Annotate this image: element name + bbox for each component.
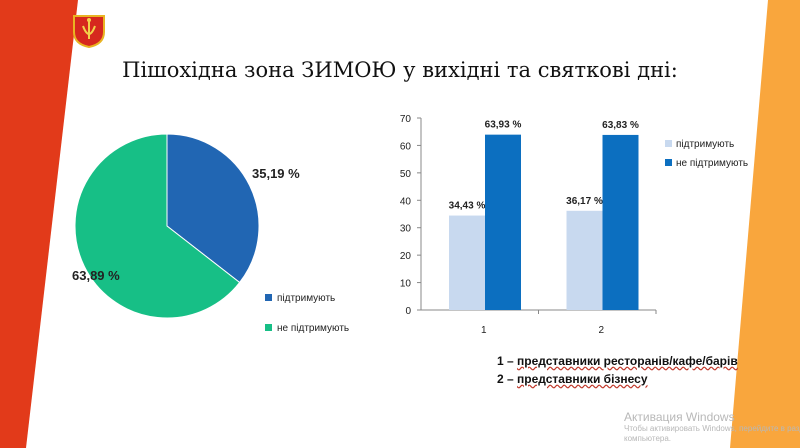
bar-category-label: 2 — [598, 325, 604, 336]
pie-slice-2 — [74, 133, 241, 319]
bar-category-label: 1 — [481, 325, 487, 336]
bar-data-label: 34,43 % — [449, 201, 486, 212]
caption-2-number: 2 – — [497, 372, 514, 386]
pie-legend-swatch-2 — [265, 324, 272, 331]
caption-2: 2 – представники бізнесу — [497, 372, 648, 386]
caption-1: 1 – представники ресторанів/кафе/барів — [497, 354, 738, 368]
pie-legend-label-1: підтримують — [277, 293, 335, 304]
watermark-line-2: Чтобы активировать Windows, перейдите в … — [624, 424, 800, 433]
bar-y-tick-label: 60 — [400, 141, 412, 152]
bar-2-2 — [602, 134, 639, 310]
bar-legend-swatch-1 — [665, 140, 672, 147]
slide-title: Пішохідна зона ЗИМОЮ у вихідні та святко… — [122, 58, 678, 82]
pie-data-label-1: 35,19 % — [252, 166, 300, 181]
pie-legend-label-2: не підтримують — [277, 323, 349, 334]
bar-data-label: 63,93 % — [485, 120, 522, 131]
bar-y-tick-label: 30 — [400, 224, 412, 235]
bar-2-1 — [485, 134, 521, 310]
caption-2-text: представники бізнесу — [517, 372, 648, 386]
bar-y-tick-label: 10 — [400, 279, 412, 290]
caption-1-text: представники ресторанів/кафе/барів — [517, 354, 738, 368]
watermark-line-1: Активация Windows — [624, 410, 735, 424]
caption-1-number: 1 – — [497, 354, 514, 368]
bar-1-2 — [566, 210, 603, 310]
bar-data-label: 36,17 % — [566, 196, 603, 207]
bar-y-tick-label: 0 — [405, 306, 411, 317]
bar-legend-label-2: не підтримують — [676, 158, 748, 169]
bar-y-tick-label: 50 — [400, 169, 412, 180]
pie-legend-swatch-1 — [265, 294, 272, 301]
bar-y-tick-label: 70 — [400, 114, 412, 125]
bar-1-1 — [449, 215, 485, 310]
bar-y-tick-label: 40 — [400, 196, 412, 207]
bar-y-tick-label: 20 — [400, 251, 412, 262]
pie-data-label-2: 63,89 % — [72, 268, 120, 283]
pie-slice-1 — [166, 133, 260, 284]
bar-legend-swatch-2 — [665, 159, 672, 166]
bar-data-label: 63,83 % — [602, 120, 639, 131]
bar-legend-label-1: підтримують — [676, 139, 734, 150]
city-emblem-icon — [73, 15, 105, 48]
watermark-line-3: компьютера. — [624, 434, 672, 443]
windows-activation-watermark: Активация Windows Чтобы активировать Win… — [624, 410, 800, 444]
